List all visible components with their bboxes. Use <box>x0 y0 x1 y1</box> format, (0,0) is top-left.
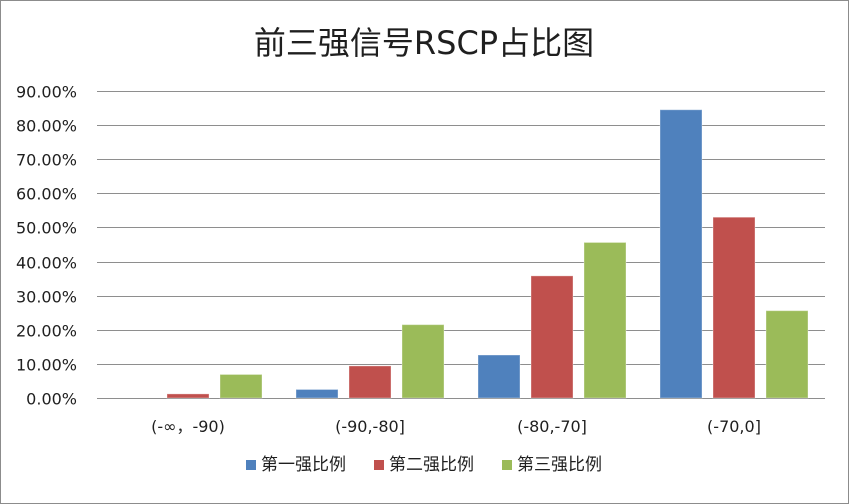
x-tick-label: (-80,-70] <box>517 417 587 436</box>
legend-item: 第一强比例 <box>246 455 346 475</box>
y-tick-label: 70.00% <box>16 151 77 170</box>
chart-title: 前三强信号RSCP占比图 <box>254 24 594 62</box>
x-tick-label: (-70,0] <box>707 417 761 436</box>
y-tick-label: 10.00% <box>16 356 77 375</box>
legend-swatch <box>246 460 256 470</box>
bar <box>530 275 574 399</box>
bar <box>477 354 521 399</box>
axes: 0.00% 10.00% 20.00% 30.00% 40.00% 50.00% 60.00… <box>16 83 825 436</box>
x-tick-label: (-∞，-90) <box>151 417 225 436</box>
legend: 第一强比例 第二强比例 第三强比例 <box>246 455 602 475</box>
y-tick-label: 50.00% <box>16 219 77 238</box>
legend-item: 第二强比例 <box>374 455 474 475</box>
bar <box>348 365 392 399</box>
y-tick-label: 30.00% <box>16 288 77 307</box>
legend-swatch <box>502 460 512 470</box>
bar <box>166 393 210 399</box>
y-tick-label: 80.00% <box>16 117 77 136</box>
y-tick-label: 20.00% <box>16 322 77 341</box>
y-tick-label: 0.00% <box>26 390 77 409</box>
y-tick-label: 60.00% <box>16 185 77 204</box>
bar <box>659 109 703 399</box>
legend-swatch <box>374 460 384 470</box>
legend-label: 第一强比例 <box>261 455 346 475</box>
bars <box>166 109 809 399</box>
legend-item: 第三强比例 <box>502 455 602 475</box>
bar <box>765 310 809 399</box>
y-tick-label: 90.00% <box>16 83 77 102</box>
bar <box>583 241 627 399</box>
legend-label: 第三强比例 <box>517 455 602 475</box>
legend-label: 第二强比例 <box>389 455 474 475</box>
x-tick-label: (-90,-80] <box>335 417 405 436</box>
bar <box>712 216 756 399</box>
bar <box>295 388 339 399</box>
y-tick-label: 40.00% <box>16 254 77 273</box>
bar <box>219 373 263 399</box>
bar <box>401 324 445 399</box>
gridlines <box>97 91 825 365</box>
